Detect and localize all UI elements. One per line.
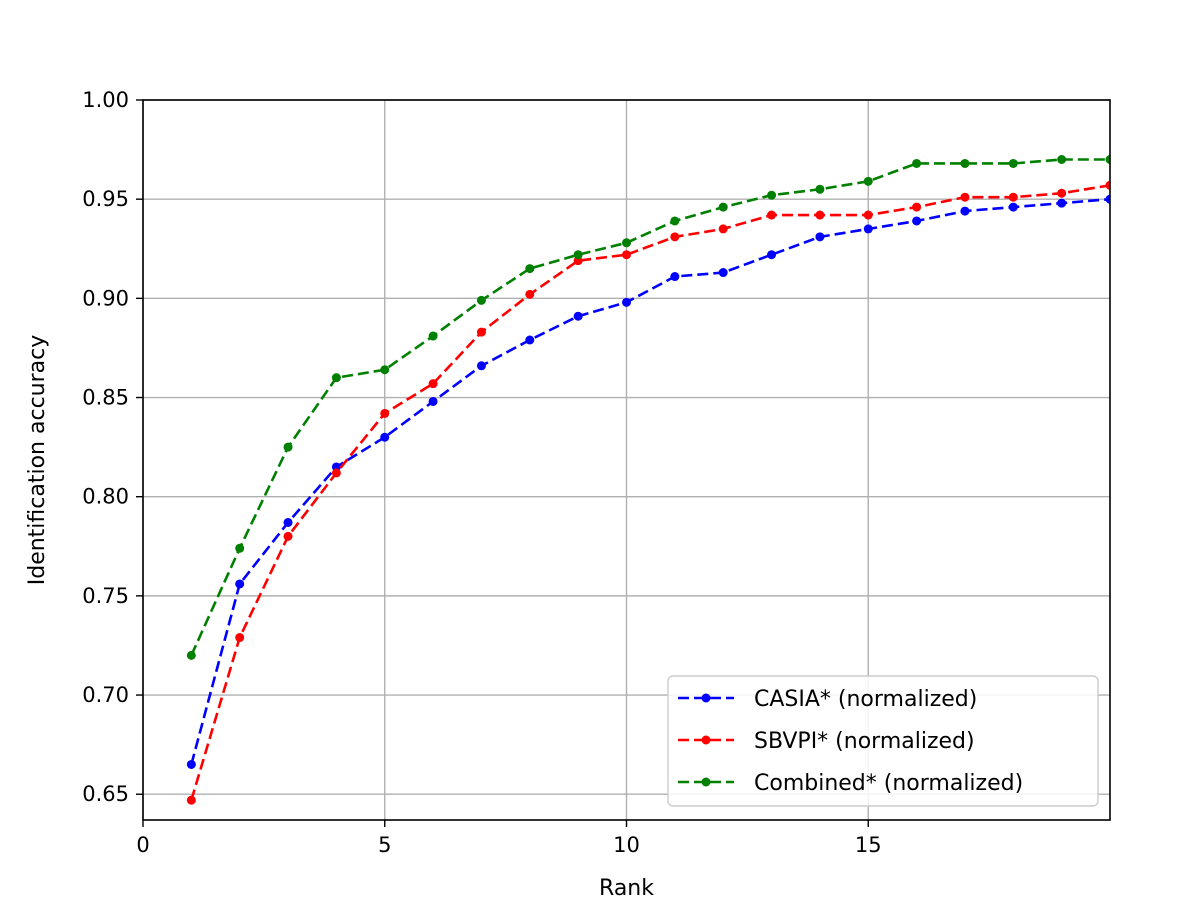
- legend-label-1: CASIA* (normalized): [754, 687, 977, 712]
- y-tick-label: 0.85: [82, 386, 129, 410]
- series-1-point: [960, 206, 970, 216]
- legend-label-3: Combined* (normalized): [754, 771, 1023, 796]
- series-3-point: [718, 202, 728, 212]
- series-3-point: [1008, 158, 1018, 168]
- series-1-point: [670, 272, 680, 282]
- legend-marker-1: [701, 693, 711, 703]
- series-2-point: [1008, 192, 1018, 202]
- series-3-point: [622, 238, 631, 248]
- series-2-point: [1105, 180, 1110, 190]
- x-tick-label: 15: [855, 833, 882, 857]
- series-3-point: [476, 295, 486, 305]
- x-tick-label: 10: [613, 833, 640, 857]
- series-group: [186, 155, 1110, 805]
- y-tick-label: 0.75: [82, 584, 129, 608]
- series-1-point: [573, 311, 583, 321]
- y-tick-label: 0.80: [82, 485, 129, 509]
- legend-marker-2: [701, 735, 711, 745]
- series-2-point: [283, 531, 293, 541]
- series-3-point: [863, 176, 873, 186]
- series-3-point: [815, 184, 825, 194]
- series-1-point: [767, 250, 777, 260]
- series-2-point: [622, 250, 631, 260]
- series-1-point: [815, 232, 825, 242]
- series-1-point: [912, 216, 922, 226]
- series-2-point: [1057, 188, 1067, 198]
- axis-ticks: 0 5 10 15 0.65 0.70 0.75 0.80 0.85 0.90 0.95 1.00: [82, 88, 881, 857]
- series-2-point: [331, 468, 341, 478]
- series-1-point: [1057, 198, 1067, 208]
- series-2-point: [186, 795, 196, 805]
- series-1-point: [622, 297, 631, 307]
- legend-label-2: SBVPI* (normalized): [754, 729, 975, 754]
- series-1-point: [718, 268, 728, 278]
- series-2-point: [525, 289, 535, 299]
- x-tick-label: 5: [378, 833, 391, 857]
- series-line-2: [190, 184, 1110, 801]
- series-1-point: [235, 579, 245, 589]
- series-2-point: [428, 379, 438, 389]
- plot-lines: [186, 155, 1110, 805]
- series-3-point: [1057, 155, 1067, 165]
- series-3-point: [960, 158, 970, 168]
- series-2-point: [863, 210, 873, 220]
- series-3-point: [670, 216, 680, 226]
- y-tick-label: 0.70: [82, 683, 129, 707]
- x-axis-label: Rank: [599, 876, 654, 901]
- legend-marker-3: [701, 777, 711, 787]
- series-1-point: [283, 517, 293, 527]
- series-line-3: [190, 158, 1110, 656]
- series-2-point: [235, 633, 245, 643]
- series-2-point: [670, 232, 680, 242]
- series-3-point: [912, 158, 922, 168]
- series-1-point: [1105, 194, 1110, 204]
- series-3-point: [1105, 155, 1110, 165]
- y-tick-label: 0.95: [82, 187, 129, 211]
- series-2-point: [476, 327, 486, 337]
- series-2-point: [718, 224, 728, 234]
- y-tick-label: 0.90: [82, 286, 129, 310]
- series-2-point: [960, 192, 970, 202]
- series-3-point: [428, 331, 438, 341]
- series-3-point: [525, 264, 535, 274]
- series-2-point: [815, 210, 825, 220]
- series-3-point: [573, 250, 583, 260]
- series-3-point: [235, 543, 245, 553]
- series-3-point: [283, 442, 293, 452]
- legend-box: [667, 675, 1099, 807]
- y-tick-label: 0.65: [82, 782, 129, 806]
- series-3-point: [380, 365, 390, 375]
- series-1-point: [380, 432, 390, 442]
- series-3-point: [767, 190, 777, 200]
- series-2-point: [912, 202, 922, 212]
- y-tick-label: 1.00: [82, 88, 129, 112]
- series-1-point: [476, 361, 486, 371]
- y-axis-label: Identification accuracy: [25, 335, 50, 586]
- series-2-point: [767, 210, 777, 220]
- series-1-point: [1008, 202, 1018, 212]
- series-2-point: [380, 408, 390, 418]
- series-1-point: [186, 759, 196, 769]
- series-3-point: [186, 650, 196, 660]
- series-1-point: [863, 224, 873, 234]
- x-tick-label: 0: [136, 833, 149, 857]
- series-1-point: [525, 335, 535, 345]
- series-1-point: [428, 396, 438, 406]
- series-3-point: [331, 373, 341, 383]
- legend: CASIA* (normalized) SBVPI* (normalized) Co…: [667, 675, 1099, 807]
